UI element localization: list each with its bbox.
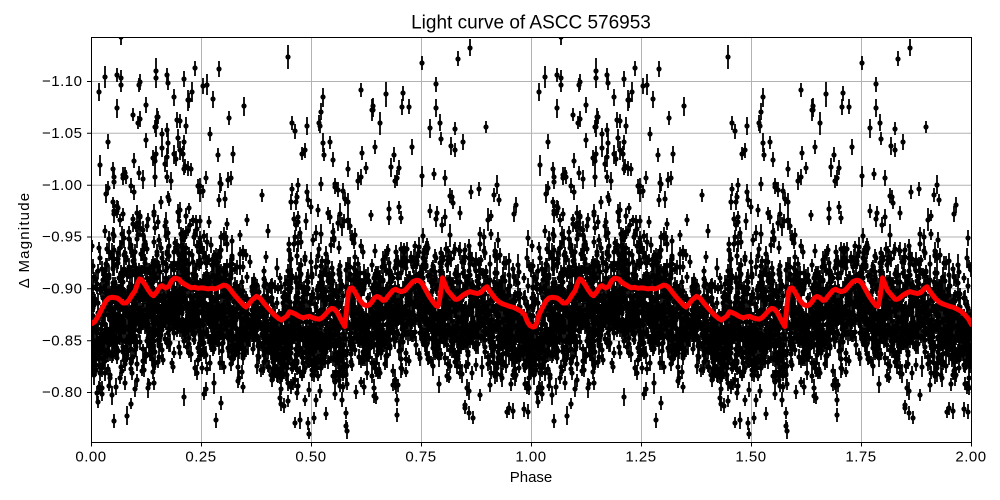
- svg-text:Phase: Phase: [510, 469, 553, 486]
- svg-text:0.00: 0.00: [75, 449, 106, 466]
- svg-text:0.50: 0.50: [295, 449, 326, 466]
- svg-text:1.25: 1.25: [625, 449, 656, 466]
- svg-text:−0.90: −0.90: [42, 281, 82, 298]
- svg-text:1.50: 1.50: [735, 449, 766, 466]
- svg-text:−0.95: −0.95: [42, 229, 82, 246]
- svg-text:Light curve of ASCC 576953: Light curve of ASCC 576953: [411, 13, 651, 34]
- svg-text:−1.10: −1.10: [42, 73, 82, 90]
- svg-text:−0.85: −0.85: [42, 332, 82, 349]
- svg-text:−1.00: −1.00: [42, 177, 82, 194]
- svg-text:−0.80: −0.80: [42, 384, 82, 401]
- svg-text:Δ Magnitude: Δ Magnitude: [16, 192, 33, 289]
- svg-text:−1.05: −1.05: [42, 125, 82, 142]
- svg-text:1.00: 1.00: [515, 449, 546, 466]
- svg-text:1.75: 1.75: [845, 449, 876, 466]
- svg-text:0.25: 0.25: [185, 449, 216, 466]
- svg-text:0.75: 0.75: [405, 449, 436, 466]
- svg-text:2.00: 2.00: [955, 449, 986, 466]
